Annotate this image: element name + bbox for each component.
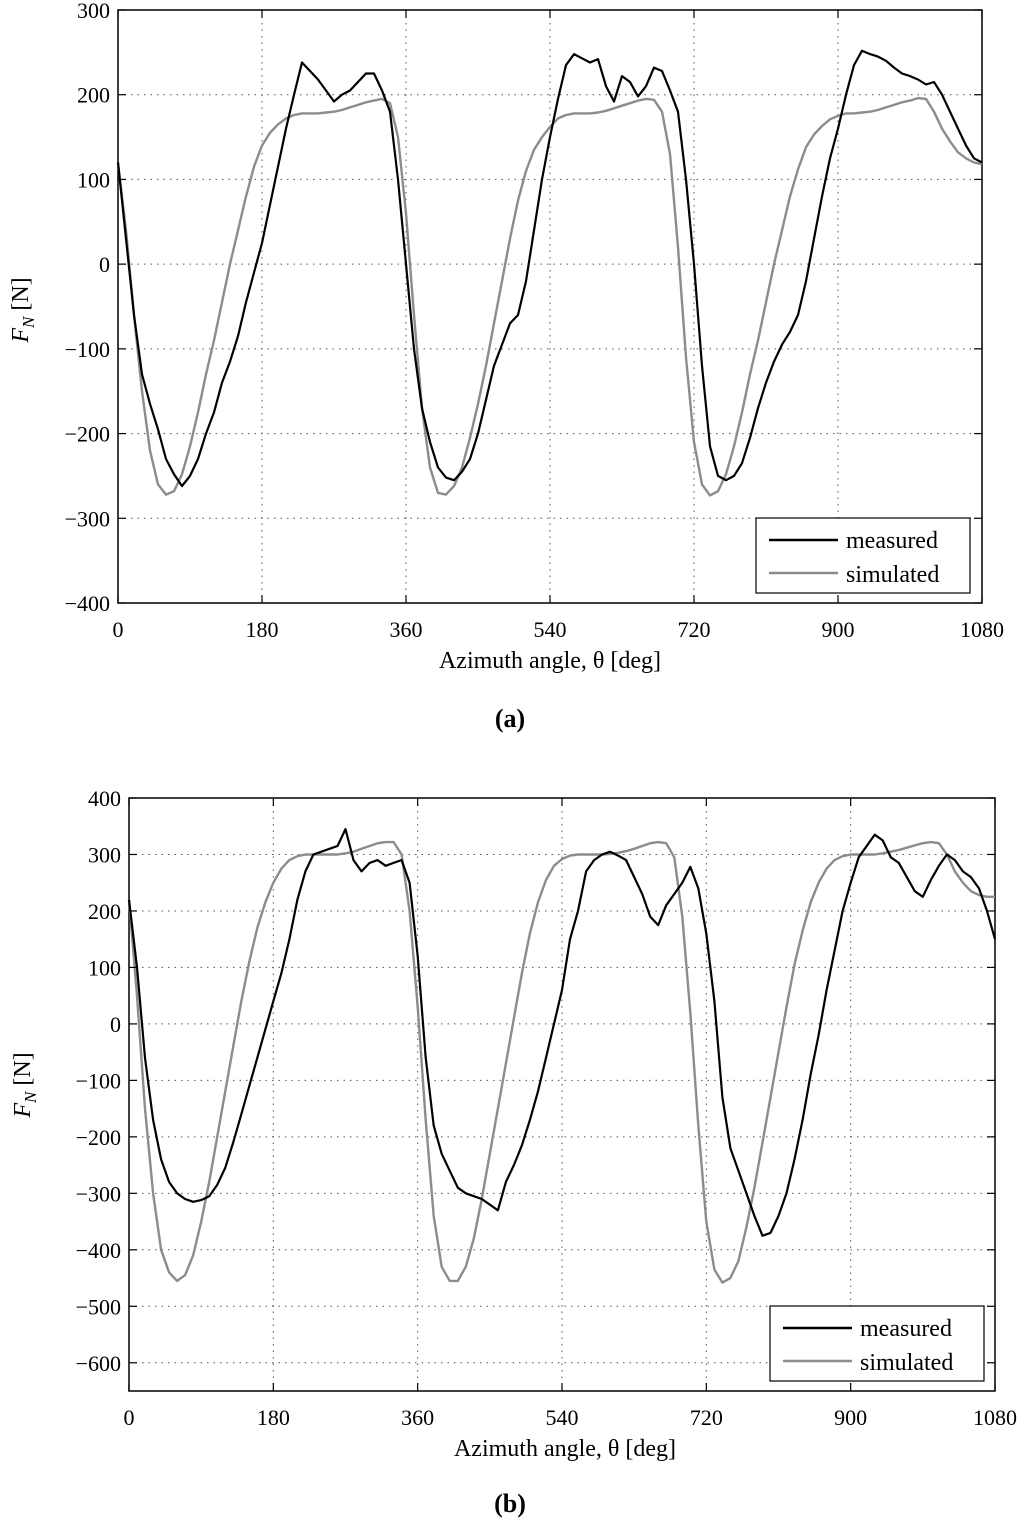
y-tick-label-a: 100 bbox=[77, 167, 110, 192]
x-tick-label-a: 360 bbox=[390, 617, 423, 642]
y-tick-label-b: −300 bbox=[76, 1181, 121, 1206]
y-tick-label-a: 0 bbox=[99, 252, 110, 277]
x-ticks-b: 0 180 360 540 720 900 1080 bbox=[124, 798, 1017, 1430]
y-tick-label-a: −200 bbox=[65, 422, 110, 447]
y-tick-label-b: 300 bbox=[88, 842, 121, 867]
series-line-measured-b bbox=[127, 827, 997, 1237]
y-tick-label-b: −500 bbox=[76, 1294, 121, 1319]
y-axis-label-a: FN [N] bbox=[8, 277, 38, 343]
series-lines-b bbox=[127, 827, 997, 1284]
series-lines-a bbox=[116, 49, 983, 497]
y-tick-label-a: 200 bbox=[77, 83, 110, 108]
x-axis-label-a: Azimuth angle, θ [deg] bbox=[439, 648, 661, 674]
y-tick-label-b: 100 bbox=[88, 955, 121, 980]
x-axis-label-b: Azimuth angle, θ [deg] bbox=[454, 1436, 676, 1462]
y-tick-label-a: −100 bbox=[65, 337, 110, 362]
x-tick-label-b: 540 bbox=[546, 1405, 579, 1430]
x-tick-label-b: 0 bbox=[124, 1405, 135, 1430]
panel-b: 0 180 360 540 720 900 1080 −600 −500 −400 −300 −20… bbox=[10, 786, 1017, 1518]
x-ticks-a: 0 180 360 540 720 900 1080 bbox=[113, 10, 1004, 642]
x-tick-label-b: 720 bbox=[690, 1405, 723, 1430]
legend-label-measured-a: measured bbox=[846, 528, 938, 554]
x-tick-label-a: 720 bbox=[678, 617, 711, 642]
y-axis-label-b: FN [N] bbox=[10, 1052, 40, 1118]
legend-label-measured-b: measured bbox=[860, 1316, 952, 1342]
plot-area-b bbox=[128, 797, 996, 1392]
series-line-simulated-b bbox=[127, 840, 995, 1284]
legend-label-simulated-b: simulated bbox=[860, 1350, 953, 1376]
legend-box-a bbox=[755, 517, 971, 594]
panel-label-a: (a) bbox=[495, 704, 525, 733]
series-line-measured-a bbox=[116, 49, 983, 488]
x-tick-label-a: 900 bbox=[822, 617, 855, 642]
legend-label-simulated-a: simulated bbox=[846, 562, 939, 588]
legend-box-b bbox=[769, 1305, 985, 1382]
x-tick-label-a: 540 bbox=[534, 617, 567, 642]
x-tick-label-a: 180 bbox=[246, 617, 279, 642]
x-tick-label-a: 1080 bbox=[960, 617, 1004, 642]
y-tick-label-b: −200 bbox=[76, 1125, 121, 1150]
y-tick-label-b: −400 bbox=[76, 1238, 121, 1263]
y-tick-label-b: −100 bbox=[76, 1068, 121, 1093]
y-tick-label-a: −300 bbox=[65, 506, 110, 531]
y-tick-label-a: 300 bbox=[77, 0, 110, 23]
panel-label-b: (b) bbox=[494, 1489, 526, 1518]
grid-a bbox=[118, 10, 982, 603]
y-tick-label-b: 400 bbox=[88, 786, 121, 811]
x-tick-label-b: 1080 bbox=[973, 1405, 1017, 1430]
series-line-simulated-a bbox=[116, 96, 983, 497]
plot-area-a bbox=[117, 9, 983, 604]
y-ticks-a: −400 −300 −200 −100 0 100 200 300 bbox=[65, 0, 982, 616]
x-tick-label-b: 180 bbox=[257, 1405, 290, 1430]
y-tick-label-b: 0 bbox=[110, 1012, 121, 1037]
x-tick-label-b: 360 bbox=[401, 1405, 434, 1430]
panel-a: 0 180 360 540 720 900 1080 −400 −300 −200 −100 0 10… bbox=[8, 0, 1004, 733]
y-tick-label-b: 200 bbox=[88, 899, 121, 924]
x-tick-label-b: 900 bbox=[834, 1405, 867, 1430]
y-tick-label-b: −600 bbox=[76, 1351, 121, 1376]
legend-a: measured simulated bbox=[755, 517, 971, 594]
x-tick-label-a: 0 bbox=[113, 617, 124, 642]
y-tick-label-a: −400 bbox=[65, 591, 110, 616]
legend-b: measured simulated bbox=[769, 1305, 985, 1382]
y-ticks-b: −600 −500 −400 −300 −200 −100 0 100 200 300 400 bbox=[76, 786, 995, 1376]
